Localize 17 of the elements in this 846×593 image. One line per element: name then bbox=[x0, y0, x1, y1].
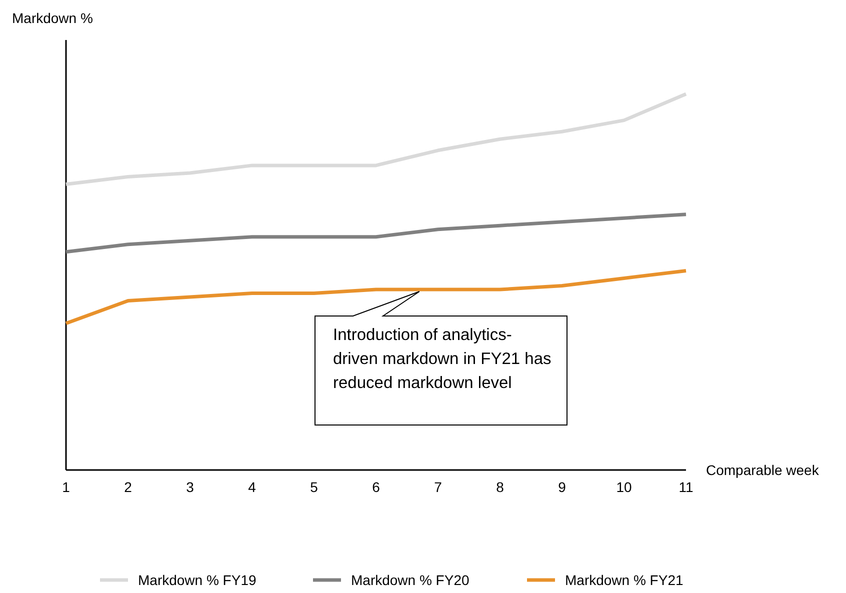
x-tick-label: 2 bbox=[124, 478, 132, 495]
x-tick-label: 6 bbox=[372, 478, 380, 495]
legend-label: Markdown % FY21 bbox=[565, 572, 684, 588]
x-axis-title: Comparable week bbox=[706, 462, 820, 478]
x-tick-label: 8 bbox=[496, 478, 504, 495]
x-tick-label: 1 bbox=[62, 478, 70, 495]
x-tick-label: 4 bbox=[248, 478, 256, 495]
x-tick-label: 11 bbox=[678, 478, 694, 495]
x-tick-label: 9 bbox=[558, 478, 566, 495]
x-tick-label: 10 bbox=[616, 478, 632, 495]
legend-label: Markdown % FY20 bbox=[351, 572, 470, 588]
x-tick-label: 7 bbox=[434, 478, 442, 495]
annotation: Introduction of analytics-driven markdown in FY21 has reduced markdown level bbox=[333, 326, 552, 392]
y-axis-title: Markdown % bbox=[12, 10, 93, 26]
legend-label: Markdown % FY19 bbox=[138, 572, 256, 588]
x-tick-label: 3 bbox=[186, 478, 194, 495]
x-tick-label: 5 bbox=[310, 478, 318, 495]
